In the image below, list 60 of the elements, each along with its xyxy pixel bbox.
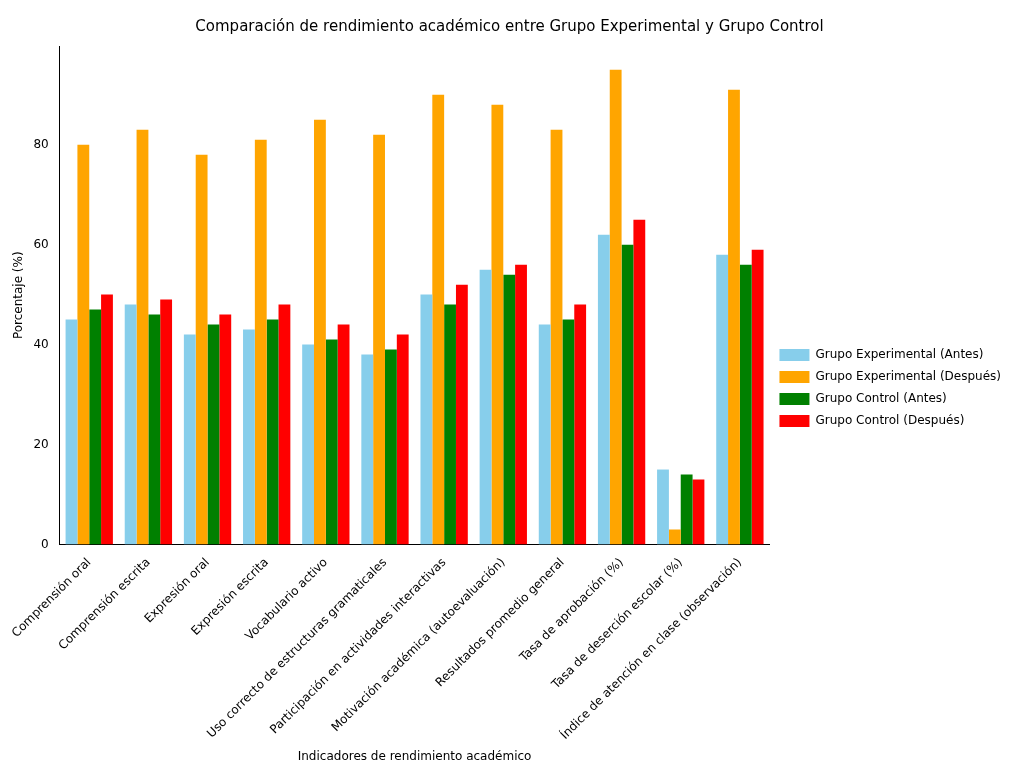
legend-label: Grupo Control (Antes) (815, 391, 947, 406)
bar (716, 254, 729, 545)
bar (609, 69, 622, 545)
bar (77, 144, 90, 545)
bar (455, 284, 468, 545)
y-tick-label: 80 (33, 136, 49, 151)
bar (657, 469, 669, 545)
x-axis-title: Indicadores de rendimiento académico (297, 748, 532, 763)
y-axis-title: Porcentaje (%) (11, 251, 26, 340)
legend-label: Grupo Control (Después) (815, 413, 965, 428)
bar (219, 314, 232, 545)
bar (550, 129, 563, 545)
bar (361, 354, 374, 545)
y-tick-label: 20 (33, 436, 49, 451)
y-tick-label: 40 (33, 336, 49, 351)
bar (136, 129, 149, 545)
bar (101, 294, 113, 545)
bar (302, 344, 315, 545)
bar (562, 319, 575, 545)
bar (373, 134, 385, 545)
bar (751, 249, 764, 545)
bar (65, 319, 78, 545)
bar (337, 324, 350, 545)
bar (491, 104, 504, 545)
bar (597, 234, 610, 545)
bar (396, 334, 409, 545)
bar (266, 319, 279, 545)
y-tick-label: 0 (41, 536, 49, 551)
legend-label: Grupo Experimental (Después) (815, 369, 1001, 384)
bar (728, 89, 740, 545)
bar (680, 474, 693, 545)
bar (124, 304, 137, 545)
bar (148, 314, 161, 545)
bar (420, 294, 433, 545)
bar (479, 269, 492, 545)
bar (668, 529, 681, 545)
bar (574, 304, 587, 545)
bar (243, 329, 255, 545)
bar (325, 339, 338, 545)
bar (384, 349, 397, 545)
bar (739, 264, 752, 545)
bar (692, 479, 705, 545)
bar (515, 264, 527, 545)
chart-title: Comparación de rendimiento académico entre Grupo Experimental y Grupo Control (195, 16, 824, 35)
bar (621, 244, 634, 545)
bar (278, 304, 291, 545)
bar (89, 309, 102, 545)
bar (160, 299, 173, 545)
legend-label: Grupo Experimental (Antes) (815, 347, 984, 362)
bar (183, 334, 196, 545)
bar (538, 324, 551, 545)
y-tick-label: 60 (33, 236, 49, 251)
bar (314, 119, 326, 545)
bar (195, 154, 208, 545)
bar (432, 94, 445, 545)
bar (633, 219, 646, 545)
bar (207, 324, 220, 545)
bar (503, 274, 516, 545)
bar (444, 304, 456, 545)
bar (254, 139, 267, 545)
